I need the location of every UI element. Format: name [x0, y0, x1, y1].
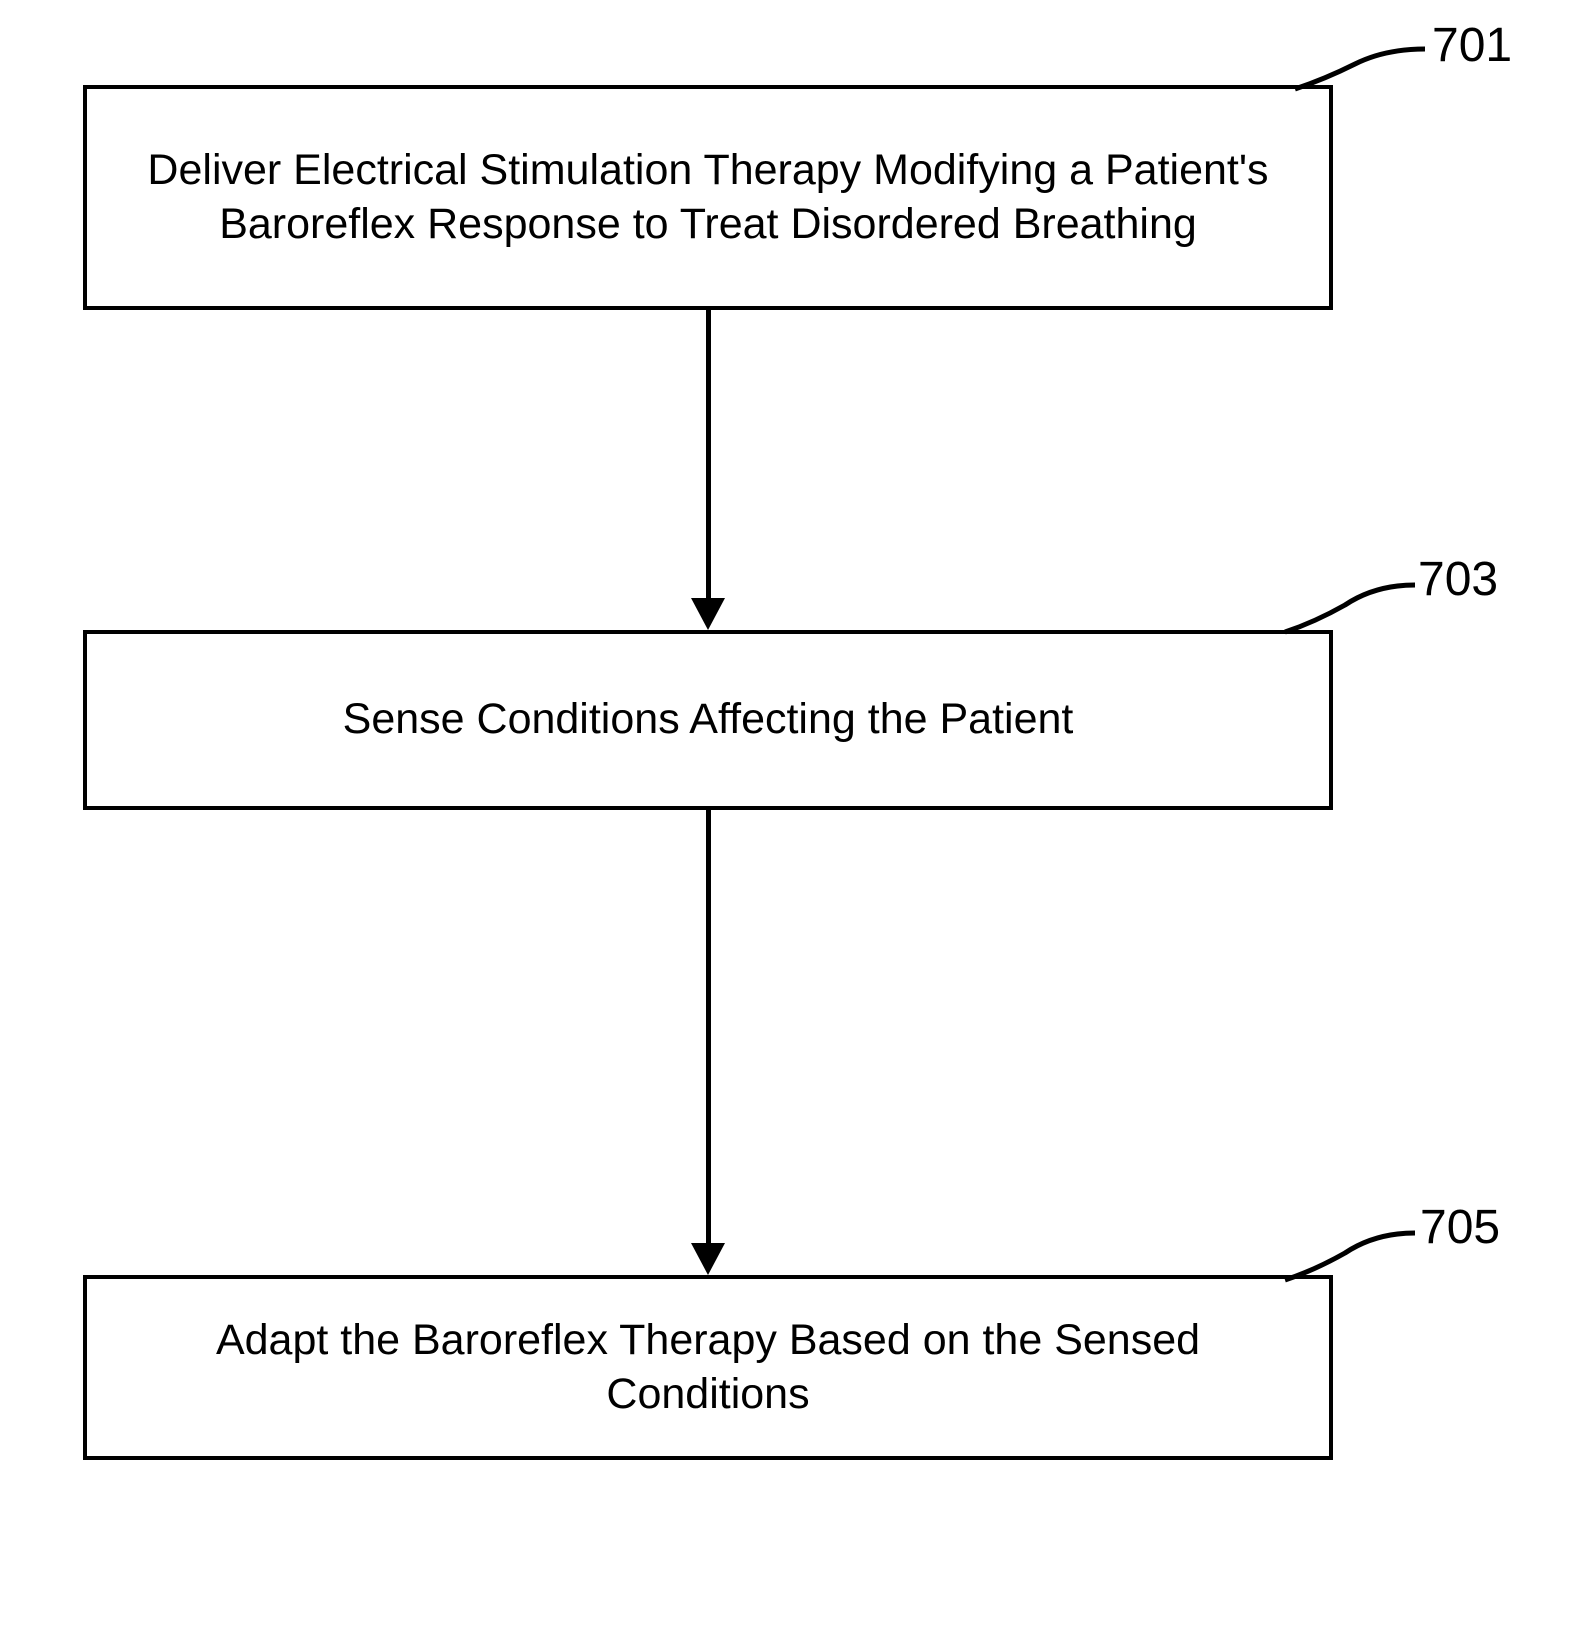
arrow-head-2-3 [691, 1243, 725, 1275]
label-705: 705 [1420, 1200, 1500, 1255]
flowchart-box-3: Adapt the Baroreflex Therapy Based on th… [83, 1275, 1333, 1460]
arrow-1-2 [706, 310, 711, 600]
callout-line-3 [1275, 1218, 1425, 1288]
arrow-2-3 [706, 810, 711, 1245]
label-701: 701 [1432, 18, 1512, 73]
callout-line-1 [1285, 34, 1435, 94]
flowchart-container: Deliver Electrical Stimulation Therapy M… [0, 0, 1582, 1627]
flowchart-box-2: Sense Conditions Affecting the Patient [83, 630, 1333, 810]
box-2-text: Sense Conditions Affecting the Patient [343, 693, 1074, 747]
box-3-text: Adapt the Baroreflex Therapy Based on th… [127, 1314, 1289, 1422]
box-1-text: Deliver Electrical Stimulation Therapy M… [127, 144, 1289, 252]
arrow-head-1-2 [691, 598, 725, 630]
callout-line-2 [1275, 570, 1425, 640]
flowchart-box-1: Deliver Electrical Stimulation Therapy M… [83, 85, 1333, 310]
label-703: 703 [1418, 552, 1498, 607]
